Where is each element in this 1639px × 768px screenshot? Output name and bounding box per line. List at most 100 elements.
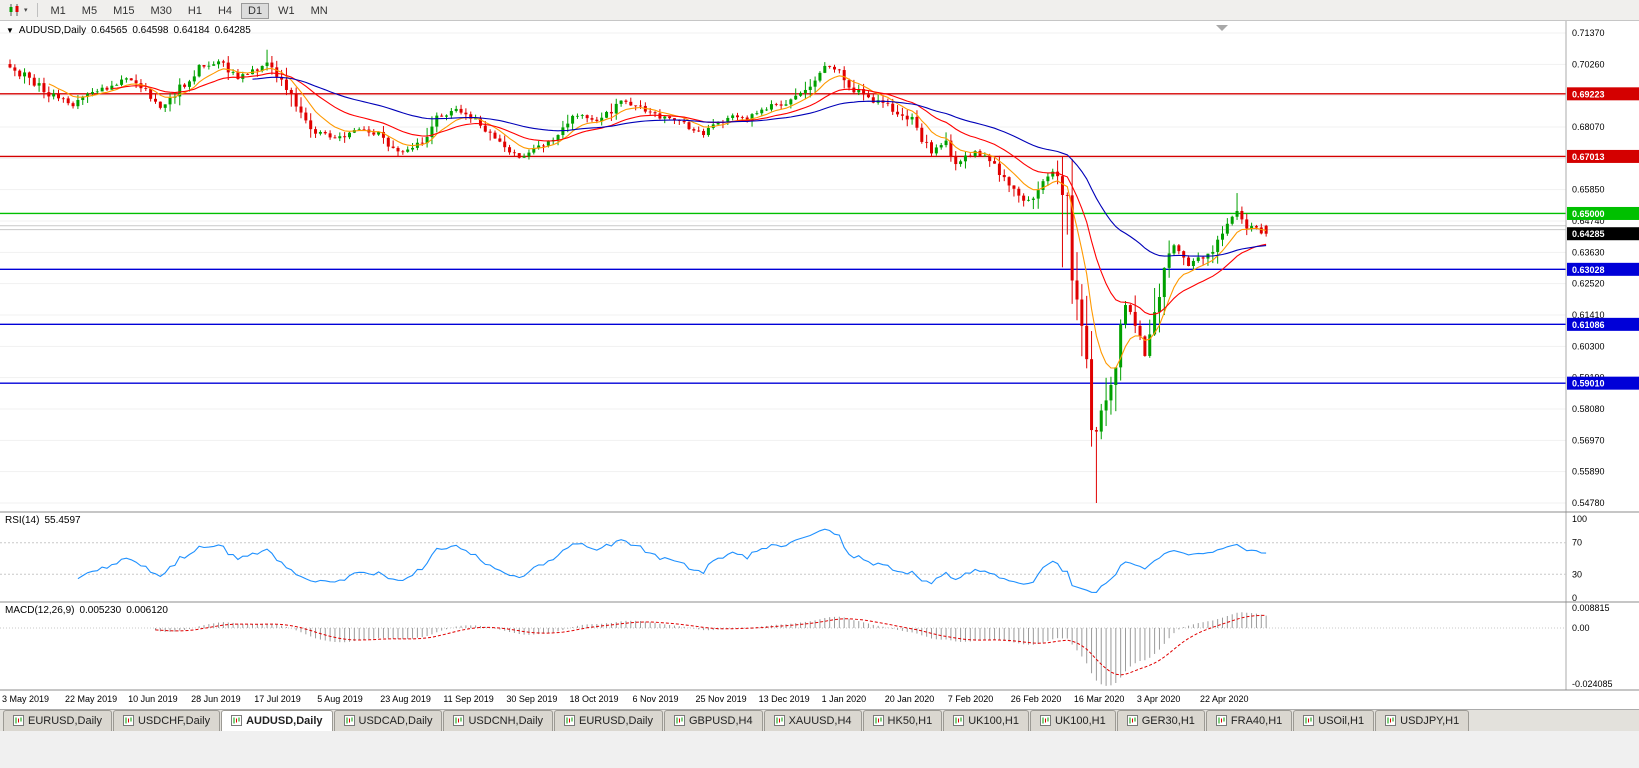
tab-gbpusd-h4[interactable]: GBPUSD,H4 (664, 710, 763, 731)
tab-usdchf-daily[interactable]: USDCHF,Daily (112, 710, 221, 731)
mini-chart-icon (231, 715, 243, 726)
svg-text:0.68070: 0.68070 (1572, 122, 1605, 132)
svg-text:0.70260: 0.70260 (1572, 59, 1605, 69)
svg-text:100: 100 (1572, 514, 1587, 524)
tab-hk50-h1[interactable]: HK50,H1 (862, 710, 943, 731)
svg-text:1 Jan 2020: 1 Jan 2020 (822, 694, 867, 704)
macd-signal-value: 0.006120 (126, 605, 168, 616)
svg-text:20 Jan 2020: 20 Jan 2020 (885, 694, 935, 704)
timeframe-button-m15[interactable]: M15 (113, 5, 135, 17)
pane-separators (0, 511, 1639, 691)
timeframe-button-h1[interactable]: H1 (187, 5, 202, 17)
price-gridlines (0, 32, 1566, 504)
timeframe-button-h4[interactable]: H4 (217, 5, 233, 17)
svg-text:28 Jun 2019: 28 Jun 2019 (191, 694, 241, 704)
tab-label: GER30,H1 (1141, 714, 1195, 727)
svg-text:22 May 2019: 22 May 2019 (65, 694, 117, 704)
svg-text:0.64740: 0.64740 (1572, 216, 1605, 226)
mini-chart-icon (1215, 715, 1227, 726)
timeframe-button-m5[interactable]: M5 (81, 5, 98, 17)
macd-main-value: 0.005230 (79, 605, 122, 616)
tab-label: USOil,H1 (1318, 714, 1365, 727)
mini-chart-icon (13, 715, 24, 726)
svg-text:0.62520: 0.62520 (1572, 279, 1605, 289)
svg-text:0.63630: 0.63630 (1572, 247, 1605, 257)
candlestick-chart-icon (9, 4, 19, 16)
date-axis[interactable]: 3 May 2019 22 May 2019 10 Jun 2019 28 Jun 2… (2, 694, 1248, 704)
svg-text:0.67013: 0.67013 (1572, 152, 1605, 162)
svg-text:0.54780: 0.54780 (1572, 498, 1605, 508)
moving-averages (48, 67, 1267, 369)
mini-chart-icon (343, 715, 355, 726)
price-chart[interactable]: 0.713700.702600.691500.680700.669600.658… (0, 21, 1639, 709)
tab-uk100-h1[interactable]: UK100,H1 (943, 710, 1029, 731)
timeframe-buttons: M1 M5 M15 M30 H1 H4 D1 W1 MN (43, 1, 336, 19)
svg-text:0.64285: 0.64285 (1572, 229, 1605, 239)
tab-label: USDCHF,Daily (137, 714, 211, 727)
chart-window-icon: ▼ (6, 25, 14, 35)
mini-chart-icon (1303, 715, 1315, 726)
svg-text:0.65850: 0.65850 (1572, 185, 1605, 195)
tab-label: UK100,H1 (1054, 714, 1106, 727)
tab-eurusd-daily[interactable]: EURUSD,Daily (554, 710, 663, 731)
svg-text:10 Jun 2019: 10 Jun 2019 (128, 694, 178, 704)
timeframe-button-m1[interactable]: M1 (50, 5, 66, 17)
chart-shift-marker (1216, 25, 1228, 31)
tab-usdcnh-daily[interactable]: USDCNH,Daily (443, 710, 554, 731)
mini-chart-icon (872, 715, 884, 726)
chart-title: ▼ AUDUSD,Daily 0.64565 0.64598 0.64184 0… (6, 25, 251, 36)
svg-text:0.69223: 0.69223 (1572, 89, 1605, 99)
svg-text:0.61410: 0.61410 (1572, 310, 1605, 320)
svg-text:16 Mar 2020: 16 Mar 2020 (1074, 694, 1125, 704)
tab-usoil-h1[interactable]: USOil,H1 (1293, 710, 1375, 731)
chart-tabs-bar: EURUSD,Daily USDCHF,Daily AUDUSD,Daily USDC… (0, 709, 1639, 731)
svg-text:3 Apr 2020: 3 Apr 2020 (1137, 694, 1181, 704)
mini-chart-icon (564, 715, 576, 726)
svg-text:0.65000: 0.65000 (1572, 209, 1605, 219)
mini-chart-icon (773, 715, 785, 726)
tab-label: USDJPY,H1 (1400, 714, 1460, 727)
tab-usdjpy-h1[interactable]: USDJPY,H1 (1375, 710, 1470, 731)
chart-symbol-period: AUDUSD,Daily (18, 25, 87, 36)
rsi-pane: 100 70 30 0 (0, 514, 1587, 603)
timeframe-button-w1[interactable]: W1 (278, 5, 295, 17)
tab-uk100-h1[interactable]: UK100,H1 (1029, 710, 1116, 731)
tab-label: EURUSD,Daily (579, 714, 653, 727)
tab-usdcad-daily[interactable]: USDCAD,Daily (333, 710, 443, 731)
svg-text:0.58080: 0.58080 (1572, 404, 1605, 414)
chart-type-button[interactable]: ▾ (3, 1, 32, 19)
chart-close-value: 0.64285 (214, 25, 251, 36)
mini-chart-icon (122, 715, 134, 726)
chart-low-value: 0.64184 (173, 25, 210, 36)
mini-chart-icon (1126, 715, 1138, 726)
tab-fra40-h1[interactable]: FRA40,H1 (1205, 710, 1293, 731)
timeframe-button-mn[interactable]: MN (310, 5, 328, 17)
svg-text:11 Sep 2019: 11 Sep 2019 (443, 694, 493, 704)
mini-chart-icon (674, 715, 685, 726)
timeframe-button-m30[interactable]: M30 (150, 5, 172, 17)
chart-open-value: 0.64565 (91, 25, 128, 36)
tab-label: FRA40,H1 (1230, 714, 1283, 727)
tab-xauusd-h4[interactable]: XAUUSD,H4 (763, 710, 862, 731)
tab-label: EURUSD,Daily (28, 714, 102, 727)
top-toolbar: ▾ M1 M5 M15 M30 H1 H4 D1 W1 MN (0, 0, 1639, 21)
mini-chart-icon (953, 715, 965, 726)
svg-text:0.71370: 0.71370 (1572, 28, 1605, 38)
tab-ger30-h1[interactable]: GER30,H1 (1116, 710, 1205, 731)
timeframe-button-d1[interactable]: D1 (241, 3, 270, 19)
chevron-down-icon: ▾ (24, 7, 28, 14)
tab-audusd-daily[interactable]: AUDUSD,Daily (221, 710, 333, 731)
svg-text:0.55890: 0.55890 (1572, 467, 1605, 477)
svg-text:6 Nov 2019: 6 Nov 2019 (633, 694, 679, 704)
svg-text:26 Feb 2020: 26 Feb 2020 (1011, 694, 1062, 704)
svg-text:3 May 2019: 3 May 2019 (2, 694, 49, 704)
chart-window: ▼ AUDUSD,Daily 0.64565 0.64598 0.64184 0… (0, 21, 1639, 709)
svg-text:5 Aug 2019: 5 Aug 2019 (317, 694, 363, 704)
tab-label: GBPUSD,H4 (689, 714, 753, 727)
svg-text:70: 70 (1572, 538, 1582, 548)
mini-chart-icon (1039, 715, 1051, 726)
tab-label: USDCNH,Daily (468, 714, 544, 727)
tab-eurusd-daily[interactable]: EURUSD,Daily (3, 710, 112, 731)
macd-label: MACD(12,26,9) (5, 605, 75, 616)
macd-pane: 0.008815 0.00 -0.024085 (0, 603, 1613, 689)
